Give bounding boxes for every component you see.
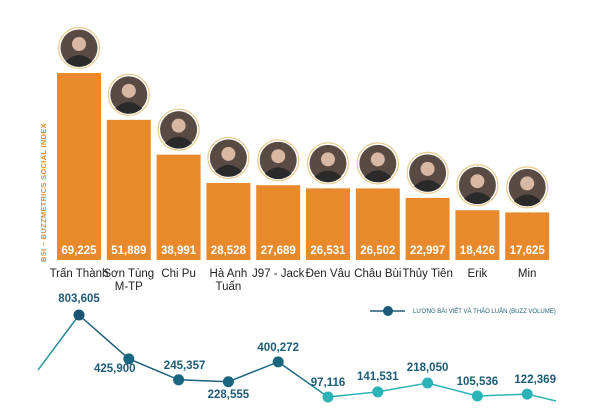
category-label: Hà Anh [210,268,248,280]
category-label: Erik [467,268,487,280]
line-value-label: 400,272 [257,342,299,354]
line-point [372,386,384,398]
avatar [207,136,250,180]
avatar [406,151,449,194]
bar [206,182,251,260]
line-value-label: 228,555 [208,389,250,401]
category-label: Tuấn [216,281,242,293]
avatar-face [271,149,286,164]
category-label: Sơn Tùng [103,268,154,280]
category-label: Trấn Thành [50,268,109,280]
bar-value-label: 26,531 [310,245,346,257]
line-point [73,309,85,321]
avatar-face [72,37,86,51]
line-series [37,313,557,402]
avatar [306,142,350,185]
avatar-body [363,170,392,183]
bar-value-label: 26,502 [360,245,395,257]
bar-value-label: 38,991 [161,245,197,257]
avatar-body [314,170,342,183]
bar-value-label: 51,889 [111,245,146,257]
avatar [57,26,101,70]
avatar-body [513,194,542,207]
bar [355,188,400,260]
line-point [521,388,533,400]
line-point [173,374,185,386]
avatar [356,142,399,185]
avatar-body [65,55,93,67]
avatar-face [121,83,136,98]
avatar-face [420,161,435,176]
avatar [456,164,499,207]
legend-marker [383,306,393,316]
bar [156,154,201,260]
avatar-face [520,176,535,191]
avatar-body [413,179,442,192]
line-value-label: 141,531 [357,371,399,383]
avatar [257,139,300,182]
category-label: Chi Pu [161,268,196,280]
avatar-face [321,152,335,167]
avatar-face [171,118,186,133]
y-axis-label: BSI – BUZZMETRICS SOCIAL INDEX [39,123,48,262]
line-point [222,376,234,388]
avatar [107,73,150,116]
avatar-body [463,192,492,205]
bar [306,188,350,260]
category-label: Min [518,268,537,280]
bar [256,185,301,260]
category-label: J97 - Jack [252,268,305,280]
avatar-body [264,167,293,180]
line-value-label: 245,357 [164,360,206,372]
avatar-body [114,101,143,114]
avatar-body [164,136,193,149]
bar [57,73,101,260]
line-point [422,377,434,389]
line-point [471,390,483,402]
bar-value-label: 69,225 [61,245,97,257]
bar-value-label: 18,426 [460,245,495,257]
bar-value-label: 17,625 [510,245,546,257]
line-value-label: 122,369 [514,374,556,386]
line-point [123,353,135,365]
avatar [506,166,549,209]
bar [106,119,151,260]
avatar [157,108,200,151]
category-label: Thủy Tiên [402,268,453,280]
line-group: 803,605 425,900 245,357 228,555 400,272 97,11… [37,293,557,403]
bar-value-label: 28,528 [211,245,247,257]
line-value-label: 425,900 [94,363,136,375]
bar [455,210,500,260]
line-point [322,391,334,403]
legend-label: LƯỢNG BÀI VIẾT VÀ THẢO LUẬN (BUZZ VOLUME… [413,308,556,315]
bar-value-label: 22,997 [410,245,445,257]
category-label: M-TP [115,281,143,293]
avatar-body [214,164,243,177]
legend: LƯỢNG BÀI VIẾT VÀ THẢO LUẬN (BUZZ VOLUME… [370,306,556,316]
line-value-label: 218,050 [407,362,449,374]
bar-value-label: 27,689 [261,245,296,257]
line-value-label: 97,116 [311,377,346,389]
avatar-face [370,152,385,167]
line-value-label: 803,605 [58,293,100,305]
avatar-face [470,174,485,189]
category-label: Châu Bùi [354,268,401,280]
category-label: Đen Vâu [306,268,351,280]
avatar-face [221,146,236,161]
bar [505,212,550,260]
bar [405,197,450,260]
line-point [272,356,284,368]
line-value-label: 105,536 [457,376,499,388]
